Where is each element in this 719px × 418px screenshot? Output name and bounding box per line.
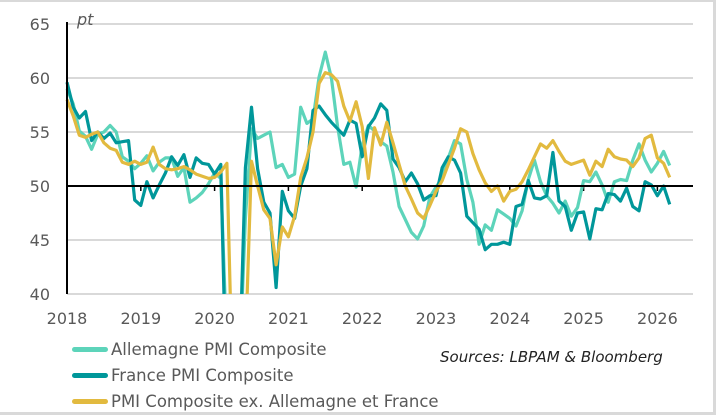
y-tick-label: 45 bbox=[30, 231, 50, 250]
y-tick-label: 40 bbox=[30, 285, 50, 304]
x-tick-label: 2025 bbox=[563, 309, 604, 328]
legend-swatch bbox=[72, 399, 108, 404]
unit-label: pt bbox=[76, 10, 94, 29]
x-tick-label: 2024 bbox=[489, 309, 530, 328]
legend-item-ex-allemagne-france: PMI Composite ex. Allemagne et France bbox=[72, 392, 439, 411]
x-tick-label: 2022 bbox=[342, 309, 383, 328]
x-tick-label: 2023 bbox=[416, 309, 457, 328]
y-axis-tick-labels: 40 45 50 55 60 65 bbox=[30, 15, 50, 304]
x-tick-label: 2018 bbox=[47, 309, 88, 328]
source-note: Sources: LBPAM & Bloomberg bbox=[440, 348, 663, 366]
y-tick-label: 55 bbox=[30, 123, 50, 142]
x-tick-label: 2019 bbox=[120, 309, 161, 328]
y-tick-label: 50 bbox=[30, 177, 50, 196]
x-tick-label: 2026 bbox=[637, 309, 678, 328]
series-line-2 bbox=[65, 71, 672, 294]
legend-swatch bbox=[72, 373, 108, 378]
gridlines bbox=[67, 23, 693, 295]
legend-label: France PMI Composite bbox=[111, 366, 294, 385]
x-tick-label: 2020 bbox=[194, 309, 235, 328]
legend-swatch bbox=[72, 347, 108, 352]
x-axis-tick-labels: 2018 2019 2020 2021 2022 2023 2024 2025 2026 bbox=[47, 309, 678, 328]
legend-item-france: France PMI Composite bbox=[72, 366, 293, 385]
y-tick-label: 60 bbox=[30, 69, 50, 88]
y-tick-label: 65 bbox=[30, 15, 50, 34]
series-lines bbox=[65, 50, 693, 294]
x-tick-label: 2021 bbox=[268, 309, 309, 328]
legend-label: PMI Composite ex. Allemagne et France bbox=[111, 392, 439, 411]
series-line-1 bbox=[65, 81, 672, 294]
legend-label: Allemagne PMI Composite bbox=[111, 340, 327, 359]
legend-item-allemagne: Allemagne PMI Composite bbox=[72, 340, 326, 359]
